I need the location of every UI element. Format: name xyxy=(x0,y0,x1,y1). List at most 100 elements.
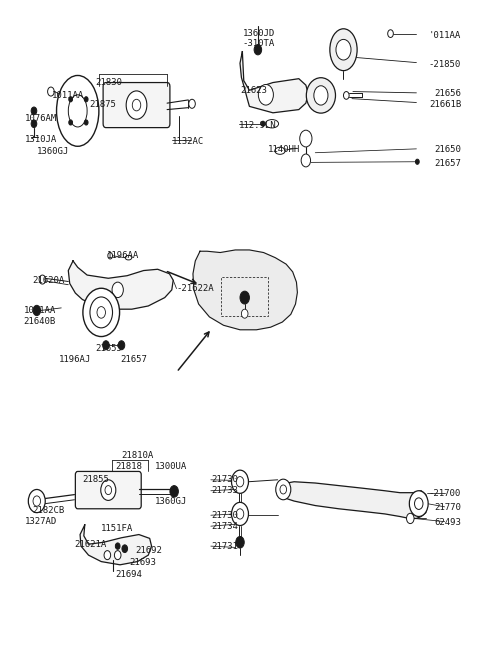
Bar xyxy=(221,277,268,315)
Circle shape xyxy=(241,309,248,318)
Circle shape xyxy=(118,341,125,350)
Ellipse shape xyxy=(83,288,120,336)
Circle shape xyxy=(112,282,123,298)
Circle shape xyxy=(33,496,40,506)
Text: 21650: 21650 xyxy=(434,145,461,154)
Circle shape xyxy=(90,297,112,328)
Circle shape xyxy=(415,498,423,509)
Circle shape xyxy=(388,30,393,37)
Circle shape xyxy=(84,97,88,102)
Circle shape xyxy=(39,275,46,284)
Circle shape xyxy=(115,543,120,549)
Circle shape xyxy=(28,489,45,512)
Circle shape xyxy=(416,159,419,164)
Circle shape xyxy=(300,130,312,147)
Circle shape xyxy=(336,39,351,60)
Text: -21850: -21850 xyxy=(429,60,461,69)
Text: 1196AA: 1196AA xyxy=(108,251,140,260)
Ellipse shape xyxy=(330,29,357,71)
Ellipse shape xyxy=(125,256,132,260)
Circle shape xyxy=(236,537,244,548)
Circle shape xyxy=(114,551,121,560)
Ellipse shape xyxy=(265,120,278,128)
Text: 21623: 21623 xyxy=(240,86,267,95)
Text: 1011AA: 1011AA xyxy=(52,91,84,100)
Text: -310TA: -310TA xyxy=(243,39,275,49)
Text: 21855: 21855 xyxy=(83,475,109,484)
Circle shape xyxy=(84,120,88,125)
FancyBboxPatch shape xyxy=(75,472,141,509)
Circle shape xyxy=(407,513,414,524)
Circle shape xyxy=(258,85,274,105)
Text: 1011AA: 1011AA xyxy=(24,306,56,315)
Circle shape xyxy=(189,99,195,108)
Text: 21733: 21733 xyxy=(211,486,238,495)
Circle shape xyxy=(105,486,111,495)
Circle shape xyxy=(254,45,262,55)
Text: 21875: 21875 xyxy=(89,100,116,109)
Circle shape xyxy=(108,252,112,259)
Text: 21661B: 21661B xyxy=(429,100,461,109)
Circle shape xyxy=(132,99,141,111)
Circle shape xyxy=(48,87,54,96)
Text: 112.9LN: 112.9LN xyxy=(239,120,276,129)
Circle shape xyxy=(69,97,72,102)
Polygon shape xyxy=(276,482,427,518)
Text: 21730: 21730 xyxy=(211,510,238,520)
Text: 21810A: 21810A xyxy=(121,451,154,461)
Polygon shape xyxy=(68,261,173,309)
Text: 21655: 21655 xyxy=(95,344,122,353)
Text: 1360GJ: 1360GJ xyxy=(155,497,187,505)
Ellipse shape xyxy=(306,78,336,113)
Text: 21830: 21830 xyxy=(95,78,122,87)
Text: 1310JA: 1310JA xyxy=(24,135,57,145)
Text: -21700: -21700 xyxy=(429,489,461,499)
Circle shape xyxy=(122,545,128,553)
Text: 21657: 21657 xyxy=(120,355,147,364)
Text: -21622A: -21622A xyxy=(177,284,214,293)
Circle shape xyxy=(69,120,72,125)
Text: 21730: 21730 xyxy=(211,475,238,484)
Text: 21731: 21731 xyxy=(211,541,238,551)
Text: 21621A: 21621A xyxy=(74,539,107,549)
Circle shape xyxy=(276,479,291,500)
Text: 1132AC: 1132AC xyxy=(172,137,204,146)
Text: 1360GJ: 1360GJ xyxy=(37,147,69,156)
Circle shape xyxy=(261,121,265,126)
Circle shape xyxy=(31,107,37,115)
Circle shape xyxy=(409,491,428,516)
Text: 1076AM: 1076AM xyxy=(24,114,57,123)
Text: 21620A: 21620A xyxy=(32,276,64,284)
Text: 21692: 21692 xyxy=(135,546,162,555)
Text: 21640B: 21640B xyxy=(24,317,56,326)
Polygon shape xyxy=(193,250,298,330)
Circle shape xyxy=(103,341,109,350)
Text: 21657: 21657 xyxy=(434,158,461,168)
Circle shape xyxy=(236,509,244,519)
Text: 2182CB: 2182CB xyxy=(32,506,64,514)
Text: '011AA: '011AA xyxy=(429,31,461,40)
Text: 1140HH: 1140HH xyxy=(268,145,300,154)
Circle shape xyxy=(236,476,244,487)
Circle shape xyxy=(301,154,311,167)
Circle shape xyxy=(240,291,250,304)
Text: 21734: 21734 xyxy=(211,522,238,531)
Text: 1300UA: 1300UA xyxy=(155,463,187,472)
Text: 21693: 21693 xyxy=(130,558,156,567)
Text: 62493: 62493 xyxy=(434,518,461,528)
FancyBboxPatch shape xyxy=(103,83,170,127)
Circle shape xyxy=(170,486,179,497)
Text: 21770: 21770 xyxy=(434,503,461,512)
Ellipse shape xyxy=(68,95,87,127)
Text: 21818: 21818 xyxy=(115,463,142,472)
Circle shape xyxy=(126,91,147,120)
Text: 1196AJ: 1196AJ xyxy=(59,355,91,364)
Circle shape xyxy=(104,551,110,560)
Ellipse shape xyxy=(57,76,99,147)
Circle shape xyxy=(101,480,116,501)
Circle shape xyxy=(314,86,328,105)
Ellipse shape xyxy=(275,147,285,154)
Circle shape xyxy=(231,470,249,493)
Text: 21694: 21694 xyxy=(115,570,142,579)
Circle shape xyxy=(31,120,37,127)
